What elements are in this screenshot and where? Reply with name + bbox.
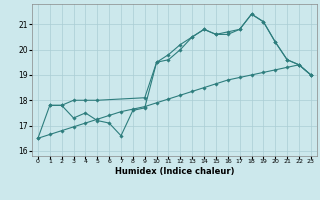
X-axis label: Humidex (Indice chaleur): Humidex (Indice chaleur) (115, 167, 234, 176)
